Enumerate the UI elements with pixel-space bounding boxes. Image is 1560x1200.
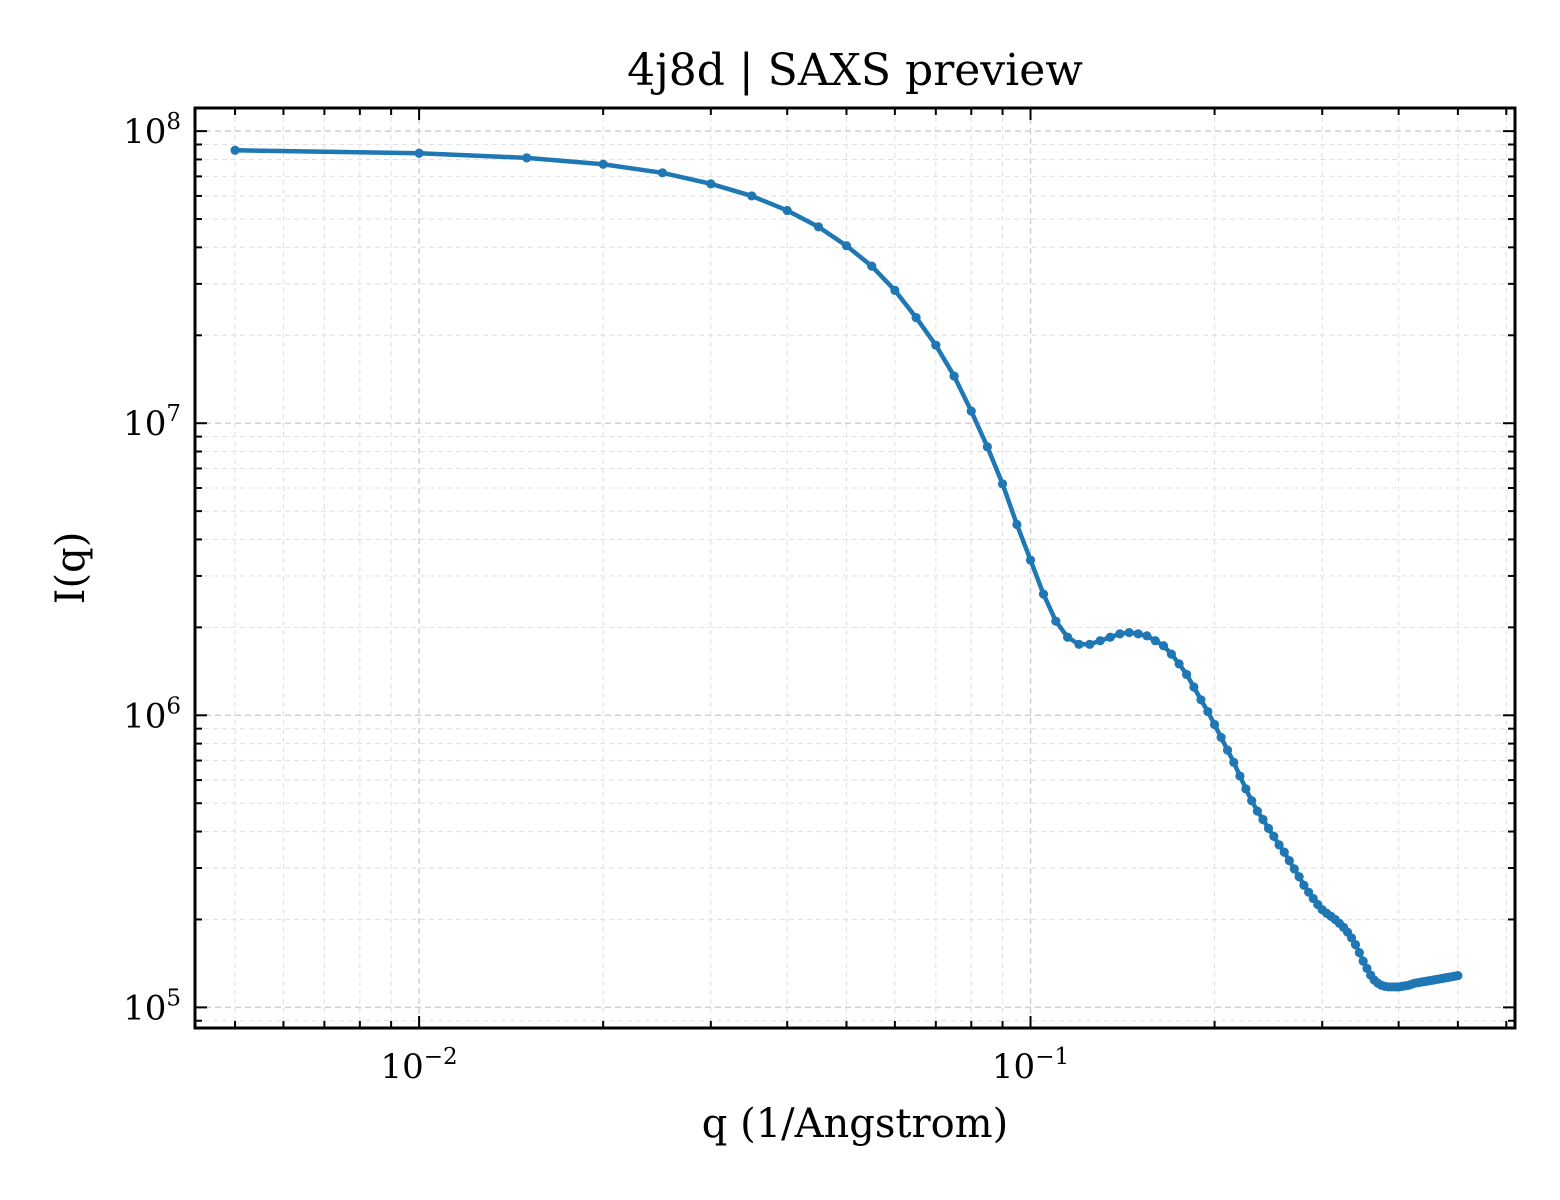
data-point	[1346, 933, 1357, 943]
data-point	[1358, 956, 1368, 966]
data-point	[841, 241, 852, 251]
data-point	[1051, 616, 1061, 626]
data-point	[1074, 639, 1084, 649]
x-axis-label: q (1/Angstrom)	[702, 1101, 1008, 1147]
data-point	[931, 340, 941, 350]
data-point	[782, 205, 792, 216]
data-point	[1182, 669, 1192, 680]
y-tick-exponent: 8	[166, 109, 181, 135]
data-point	[966, 406, 976, 416]
data-point	[1150, 636, 1160, 646]
data-point	[1222, 745, 1233, 755]
data-point	[1362, 963, 1372, 973]
data-point	[1209, 719, 1220, 730]
axis-ticks	[195, 108, 1515, 1028]
data-point	[598, 159, 608, 169]
data-point	[1166, 649, 1177, 659]
data-point	[1038, 589, 1049, 599]
data-point	[1115, 629, 1125, 639]
y-tick-label: 108	[123, 109, 181, 152]
data-point	[230, 145, 240, 155]
data-point	[747, 191, 757, 201]
data-point	[1174, 659, 1184, 669]
y-axis-label: I(q)	[48, 532, 94, 605]
plot-series	[230, 145, 1463, 992]
data-point	[1299, 880, 1309, 890]
data-point	[1235, 771, 1245, 781]
data-point	[1304, 887, 1314, 897]
data-point	[982, 442, 992, 452]
data-point	[1289, 864, 1299, 874]
data-point	[1453, 970, 1463, 981]
data-point	[1133, 629, 1143, 639]
x-tick-exponent: −2	[424, 1044, 458, 1070]
data-point	[1274, 840, 1284, 850]
data-point	[1350, 940, 1361, 950]
chart-title: 4j8d | SAXS preview	[627, 45, 1083, 96]
data-point	[1294, 872, 1304, 882]
data-point	[1196, 695, 1206, 705]
data-point	[1142, 631, 1152, 641]
data-point	[1216, 732, 1226, 743]
y-tick-exponent: 7	[166, 401, 181, 427]
data-point	[522, 153, 532, 163]
data-point	[890, 285, 900, 295]
data-point	[1025, 555, 1036, 565]
data-point	[1258, 814, 1268, 825]
data-point	[1279, 847, 1289, 857]
data-point	[911, 312, 921, 323]
tick-labels: 10−2 10−1 105 106 107 108	[123, 109, 1069, 1087]
data-point	[1189, 682, 1199, 692]
data-point	[1284, 856, 1294, 866]
y-tick-label: 107	[123, 401, 181, 444]
data-point	[1354, 948, 1364, 958]
x-tick-label: 10−1	[992, 1044, 1069, 1087]
plot-frame	[193, 106, 1517, 1030]
data-point	[414, 148, 424, 158]
data-point	[1012, 519, 1022, 530]
data-point	[657, 168, 668, 178]
data-point	[1263, 823, 1274, 834]
grid	[195, 108, 1515, 1028]
data-point	[997, 479, 1008, 489]
x-tick-label: 10−2	[381, 1044, 458, 1087]
data-point	[1269, 831, 1279, 841]
data-point	[1158, 641, 1169, 651]
data-point	[1203, 706, 1213, 717]
data-point	[1229, 757, 1239, 767]
x-tick-exponent: −1	[1035, 1044, 1069, 1070]
data-point	[867, 261, 877, 271]
data-point	[706, 179, 716, 189]
data-point	[1252, 806, 1262, 816]
data-point	[813, 222, 824, 232]
data-point	[1095, 636, 1105, 646]
data-point	[949, 371, 959, 381]
y-tick-exponent: 5	[166, 985, 181, 1011]
data-point	[1085, 639, 1095, 649]
data-point	[1063, 632, 1073, 642]
data-point	[1241, 784, 1251, 794]
data-point	[1247, 796, 1257, 806]
data-point	[1105, 632, 1115, 642]
y-tick-label: 106	[123, 693, 181, 736]
y-tick-label: 105	[123, 985, 181, 1028]
data-point	[1124, 627, 1134, 638]
y-tick-exponent: 6	[166, 693, 181, 719]
